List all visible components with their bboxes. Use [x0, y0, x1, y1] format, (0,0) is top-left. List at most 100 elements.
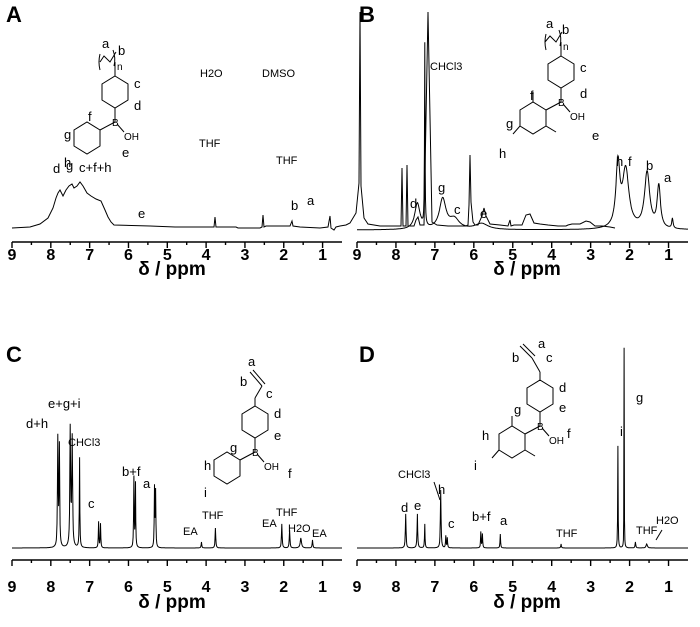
panel-b: B 9 8 7 6 5 4 3 2 1 δ / ppm CHCl3 d g c e h f b … — [353, 2, 688, 280]
atom-label: b — [240, 374, 247, 389]
atom-label: a — [248, 354, 256, 369]
atom-label: a — [102, 36, 110, 51]
peak-label: THF — [276, 507, 298, 519]
panel-c-structure: a b c d e g h i B OH f — [204, 354, 292, 500]
panel-d-peak-labels: CHCl3 d e h c b+f a THF i g THF H2O — [398, 390, 679, 541]
atom-label: e — [274, 428, 281, 443]
x-tick-label: 3 — [240, 247, 249, 264]
peak-label: a — [143, 476, 151, 491]
panel-b-ticks: 9 8 7 6 5 4 3 2 1 — [353, 242, 673, 264]
x-tick-label: 8 — [391, 247, 400, 264]
panel-a-x-label: δ / ppm — [138, 259, 205, 280]
peak-label: e — [414, 498, 421, 513]
atom-label: OH — [549, 436, 564, 447]
x-tick-label: 3 — [240, 579, 249, 596]
peak-label: b — [646, 158, 653, 173]
atom-label: a — [538, 336, 546, 351]
x-tick-label: 6 — [124, 247, 133, 264]
h2o-pointer — [655, 529, 663, 541]
x-tick-label: 3 — [586, 247, 595, 264]
peak-label: a — [500, 513, 508, 528]
panel-a-ticks: 9 8 7 6 5 4 3 2 1 — [8, 242, 327, 264]
atom-label: h — [499, 146, 506, 161]
panel-c: C 9 8 7 6 5 4 3 2 1 δ / ppm d+h e+g+i CHCl3 c b+… — [6, 342, 342, 613]
atom-label: OH — [124, 132, 139, 143]
x-tick-label: 8 — [46, 579, 55, 596]
panel-a-spectrum — [11, 11, 616, 231]
panel-d-spectrum — [357, 347, 688, 549]
peak-label: d — [53, 161, 60, 176]
atom-label: B — [558, 98, 565, 109]
x-tick-label: 2 — [279, 247, 288, 264]
peak-label: THF — [199, 138, 221, 150]
x-tick-label: 4 — [547, 247, 556, 264]
x-tick-label: 1 — [318, 247, 327, 264]
peak-label: b+f — [472, 509, 491, 524]
x-tick-label: 2 — [279, 579, 288, 596]
panel-c-letter: C — [6, 342, 22, 367]
atom-label: f — [567, 426, 571, 441]
x-tick-label: 1 — [664, 247, 673, 264]
x-tick-label: 8 — [46, 247, 55, 264]
atom-label: b — [118, 43, 125, 58]
atom-label: h — [64, 155, 71, 170]
x-tick-label: 5 — [163, 247, 172, 264]
peak-label: c — [88, 496, 95, 511]
peak-label: c+f+h — [79, 160, 112, 175]
x-tick-label: 1 — [318, 579, 327, 596]
peak-label: d — [401, 500, 408, 515]
atom-label: f — [288, 466, 292, 481]
atom-label: c — [266, 386, 273, 401]
panel-b-x-label: δ / ppm — [493, 259, 560, 280]
peak-label: b — [291, 198, 298, 213]
atom-label: g — [506, 116, 513, 131]
x-tick-label: 1 — [664, 579, 673, 596]
peak-label: EA — [183, 526, 198, 538]
panel-b-peak-labels: CHCl3 d g c e h f b a — [410, 61, 672, 221]
panel-d-x-label: δ / ppm — [493, 592, 560, 613]
peak-label: h — [438, 482, 445, 497]
atom-label: b — [512, 350, 519, 365]
peak-label: d+h — [26, 416, 48, 431]
panel-d: D 9 8 7 6 5 4 3 2 1 δ / ppm CHCl3 d e h c b+f a … — [353, 336, 688, 613]
peak-label: g — [438, 180, 445, 195]
atom-label: a — [546, 16, 554, 31]
x-tick-label: 7 — [430, 579, 439, 596]
x-tick-label: 4 — [202, 579, 211, 596]
peak-label: a — [307, 193, 315, 208]
peak-label: THF — [556, 528, 578, 540]
x-tick-label: 5 — [163, 579, 172, 596]
x-tick-label: 7 — [85, 247, 94, 264]
peak-label: H2O — [200, 68, 223, 80]
chcl3-pointer — [433, 481, 441, 501]
atom-label: g — [230, 440, 237, 455]
peak-label: f — [628, 154, 632, 169]
x-tick-label: 2 — [625, 247, 634, 264]
panel-b-structure: a b n c d f g h B OH e — [499, 16, 599, 161]
peak-label: e+g+i — [48, 396, 81, 411]
atom-label: e — [559, 400, 566, 415]
atom-label: OH — [570, 112, 585, 123]
atom-label: c — [134, 76, 141, 91]
panel-c-peak-labels: d+h e+g+i CHCl3 c b+f a EA THF EA THF H2… — [26, 396, 327, 540]
peak-label: CHCl3 — [398, 469, 430, 481]
atom-label: i — [474, 458, 477, 473]
peak-label: THF — [276, 155, 298, 167]
x-tick-label: 3 — [586, 579, 595, 596]
peak-label: H2O — [656, 515, 679, 527]
x-tick-label: 4 — [202, 247, 211, 264]
atom-label: e — [592, 128, 599, 143]
x-tick-label: 5 — [508, 247, 517, 264]
atom-label: h — [482, 428, 489, 443]
panel-d-structure: a b c d e g h i B OH f — [474, 336, 571, 473]
peak-label: i — [620, 424, 623, 439]
peak-label: c — [448, 516, 455, 531]
x-tick-label: 8 — [391, 579, 400, 596]
panel-b-spectrum — [357, 42, 688, 231]
x-tick-label: 6 — [469, 247, 478, 264]
peak-label: DMSO — [262, 68, 295, 80]
x-tick-label: 7 — [85, 579, 94, 596]
atom-label: d — [134, 98, 141, 113]
peak-label: g — [66, 158, 73, 173]
